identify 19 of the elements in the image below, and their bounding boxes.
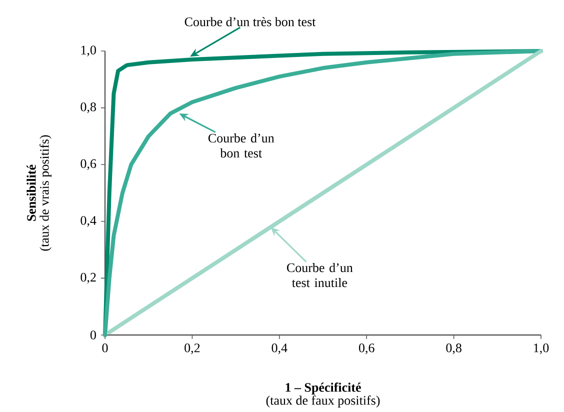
y-tick-label: 0 <box>90 330 96 340</box>
y-axis-title: Sensibilité <box>26 164 36 221</box>
x-tick-label: 0 <box>102 344 108 352</box>
y-tick-label: 0,6 <box>80 159 96 170</box>
x-tick-label: 0,6 <box>358 344 374 354</box>
y-tick-label: 0,2 <box>80 272 96 284</box>
text: (taux de vrais positifs) <box>40 135 52 251</box>
annotation: Courbe d’un bon test <box>208 134 274 158</box>
x-tick-label: 1,0 <box>534 344 549 354</box>
text: (taux de faux positifs) <box>266 396 380 408</box>
y-tick-label: 0,8 <box>80 102 96 114</box>
x-tick-label: 0,4 <box>272 344 288 354</box>
annotation: Courbe d’un test inutile <box>287 263 353 288</box>
annotation: Courbe d’un très bon test <box>184 17 316 26</box>
y-tick-label: 1,0 <box>81 46 96 56</box>
x-axis-title: 1 – Spécificité <box>286 382 361 395</box>
x-tick-label: 0,2 <box>184 344 200 354</box>
y-tick-label: 0,4 <box>80 216 96 227</box>
x-tick-label: 0,8 <box>446 344 462 354</box>
